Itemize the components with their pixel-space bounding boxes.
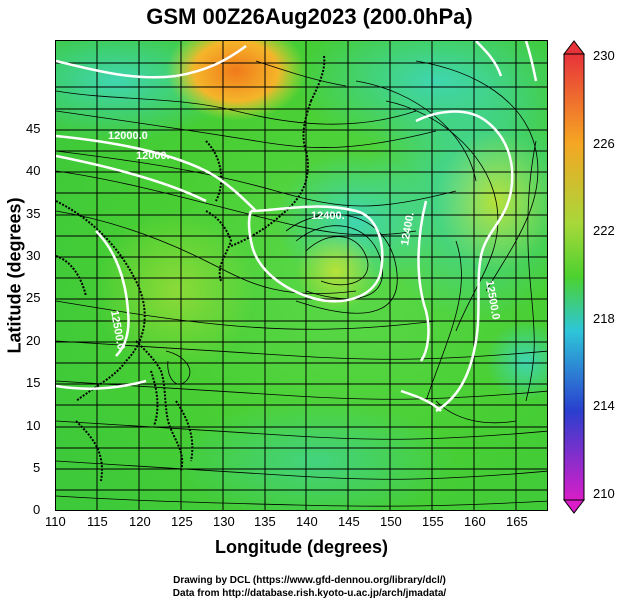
y-tick: 25 — [26, 290, 41, 305]
contour-12000 — [56, 44, 247, 79]
lat-lon-grid — [56, 41, 547, 510]
high-temp-region — [166, 41, 306, 121]
credit-drawing: Drawing by DCL (https://www.gfd-dennou.o… — [173, 575, 446, 586]
y-tick: 40 — [26, 163, 41, 178]
colorbar-tick: 230 — [593, 48, 615, 63]
contour-label: 12400. — [311, 210, 345, 222]
colorbar-min-arrow — [562, 499, 586, 514]
x-tick: 130 — [213, 514, 235, 529]
colorbar-gradient — [563, 53, 585, 501]
y-tick: 10 — [26, 418, 41, 433]
x-tick: 110 — [45, 514, 66, 529]
y-tick: 30 — [26, 248, 41, 263]
y-tick: 0 — [33, 502, 41, 517]
x-tick: 140 — [296, 514, 318, 529]
colorbar-tick: 218 — [593, 311, 615, 326]
contour-label: 12000.0 — [108, 130, 148, 142]
x-tick: 145 — [338, 514, 360, 529]
colorbar-tick: 214 — [593, 398, 615, 413]
x-tick: 155 — [422, 514, 444, 529]
y-axis-label: Latitude (degrees) — [4, 197, 25, 354]
credit-data: Data from http://database.rish.kyoto-u.a… — [172, 588, 447, 599]
x-tick: 165 — [506, 514, 528, 529]
x-tick: 135 — [254, 514, 276, 529]
y-tick: 5 — [33, 460, 41, 475]
x-tick: 125 — [171, 514, 193, 529]
geopotential-contours — [56, 41, 538, 413]
x-axis-label: Longitude (degrees) — [214, 537, 388, 557]
x-tick: 120 — [129, 514, 151, 529]
colorbar-tick: 210 — [593, 486, 615, 501]
map-title: GSM 00Z26Aug2023 (200.0hPa) — [146, 4, 473, 29]
contour-label: 12400. — [399, 211, 417, 246]
map-panel: 12000.0 12000. 12400. 12400. 12500.0 125… — [55, 40, 548, 511]
colorbar-tick: 222 — [593, 223, 615, 238]
map-canvas: 12000.0 12000. 12400. 12400. 12500.0 125… — [56, 41, 547, 510]
x-tick: 150 — [380, 514, 402, 529]
x-tick: 160 — [464, 514, 486, 529]
x-tick: 115 — [87, 514, 108, 529]
contour-12400 — [247, 205, 384, 303]
streamlines — [56, 60, 547, 507]
colorbar — [562, 40, 586, 514]
colorbar-max-arrow — [562, 40, 586, 55]
y-tick: 15 — [26, 375, 41, 390]
y-tick: 20 — [26, 333, 41, 348]
colorbar-tick: 226 — [593, 136, 615, 151]
coastline — [56, 55, 326, 482]
contour-label: 12000. — [136, 150, 170, 162]
y-tick: 45 — [26, 121, 41, 136]
y-tick: 35 — [26, 206, 41, 221]
